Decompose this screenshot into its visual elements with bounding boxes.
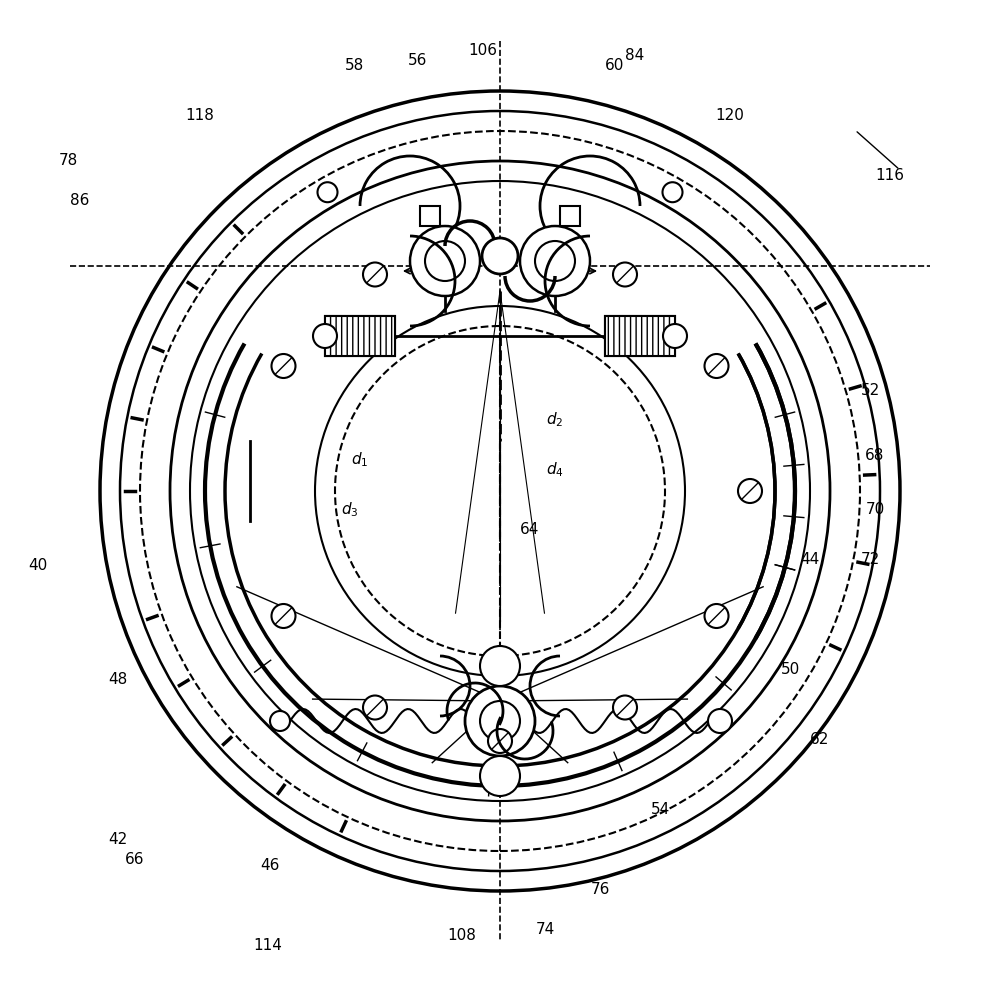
Text: 46: 46 [260,857,280,872]
Circle shape [705,604,729,628]
Circle shape [271,604,295,628]
Text: 44: 44 [800,553,820,568]
Circle shape [482,238,518,274]
Circle shape [270,711,290,731]
Bar [605,316,675,356]
Circle shape [662,183,682,202]
Text: 74: 74 [535,922,555,938]
Text: $d_3$: $d_3$ [341,501,359,519]
Text: $d_1$: $d_1$ [351,451,369,469]
Circle shape [425,241,465,281]
Circle shape [535,241,575,281]
Text: 114: 114 [254,938,282,953]
Text: 42: 42 [108,833,128,847]
Text: 108: 108 [448,928,476,943]
Circle shape [363,695,387,720]
Text: 52: 52 [860,383,880,398]
Text: 62: 62 [810,733,830,747]
Text: 50: 50 [780,663,800,678]
Text: 72: 72 [860,553,880,568]
Circle shape [613,262,637,287]
Text: 70: 70 [865,503,885,518]
Text: 106: 106 [468,42,498,58]
Bar [325,316,395,356]
Bar [325,316,395,356]
Polygon shape [560,206,580,226]
Text: 118: 118 [186,107,214,123]
Circle shape [363,262,387,287]
Text: 68: 68 [865,448,885,463]
Text: 76: 76 [590,883,610,898]
Circle shape [480,646,520,686]
Text: 56: 56 [408,52,428,68]
Circle shape [705,354,729,378]
Circle shape [410,226,480,296]
Polygon shape [420,206,440,226]
Circle shape [663,324,687,348]
Bar [605,316,675,356]
Text: 64: 64 [520,522,540,537]
Text: $d_2$: $d_2$ [546,410,564,429]
Circle shape [613,695,637,720]
Circle shape [271,354,295,378]
Circle shape [313,324,337,348]
Text: 84: 84 [625,47,645,63]
Circle shape [488,729,512,753]
Text: $d_4$: $d_4$ [546,461,564,479]
Text: 116: 116 [876,168,904,183]
Circle shape [480,701,520,741]
Text: 48: 48 [108,673,128,687]
Text: 78: 78 [58,152,78,168]
Circle shape [465,686,535,756]
Text: 40: 40 [28,558,48,573]
Circle shape [708,709,732,733]
Circle shape [480,756,520,796]
Circle shape [520,226,590,296]
Text: 66: 66 [125,852,145,867]
Circle shape [738,479,762,503]
Text: 54: 54 [650,802,670,817]
Text: 120: 120 [716,107,744,123]
Text: 86: 86 [70,192,90,207]
Text: 60: 60 [605,58,625,73]
Circle shape [318,183,338,202]
Text: 58: 58 [345,58,365,73]
